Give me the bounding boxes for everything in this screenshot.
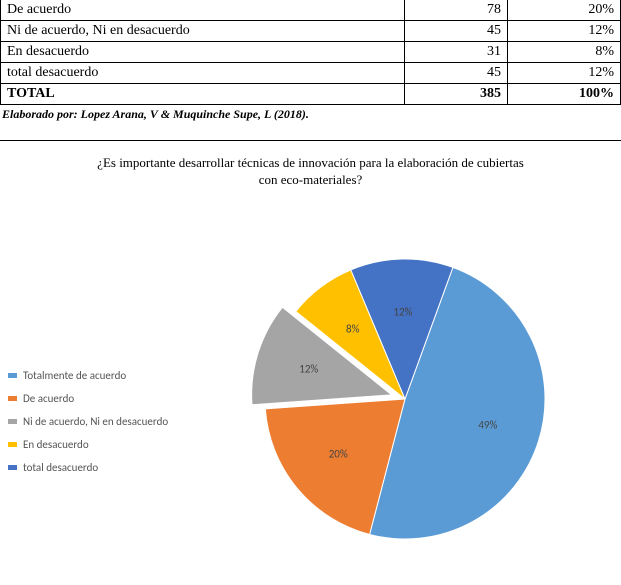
row-percent: 12% xyxy=(508,21,621,42)
chart-container: ¿Es importante desarrollar técnicas de i… xyxy=(0,140,621,585)
legend-label: Totalmente de acuerdo xyxy=(23,369,126,382)
row-percent: 12% xyxy=(508,63,621,84)
row-percent: 20% xyxy=(508,0,621,21)
row-value: 45 xyxy=(405,21,508,42)
table-row: En desacuerdo318% xyxy=(1,42,621,63)
slice-label: 12% xyxy=(299,362,318,375)
row-percent: 8% xyxy=(508,42,621,63)
legend-label: Ni de acuerdo, Ni en desacuerdo xyxy=(23,415,168,428)
row-value: 31 xyxy=(405,42,508,63)
pie-chart xyxy=(245,239,585,559)
legend-swatch xyxy=(8,419,17,424)
row-label: total desacuerdo xyxy=(1,63,405,84)
slice-label: 8% xyxy=(346,323,359,336)
slice-label: 49% xyxy=(478,418,497,431)
legend-item: En desacuerdo xyxy=(8,438,168,451)
row-value: 385 xyxy=(405,84,508,105)
legend-item: De acuerdo xyxy=(8,392,168,405)
chart-title: ¿Es importante desarrollar técnicas de i… xyxy=(93,155,528,189)
row-percent: 100% xyxy=(508,84,621,105)
legend-label: En desacuerdo xyxy=(23,438,89,451)
legend: Totalmente de acuerdo De acuerdo Ni de acu… xyxy=(8,369,168,484)
legend-label: total desacuerdo xyxy=(23,461,98,474)
table-row: total desacuerdo4512% xyxy=(1,63,621,84)
slice-label: 12% xyxy=(393,306,412,319)
legend-swatch xyxy=(8,373,17,378)
legend-swatch xyxy=(8,465,17,470)
table-row: TOTAL385100% xyxy=(1,84,621,105)
row-label: De acuerdo xyxy=(1,0,405,21)
credit-line: Elaborado por: Lopez Arana, V & Muquinch… xyxy=(2,107,621,122)
legend-label: De acuerdo xyxy=(23,392,74,405)
row-label: TOTAL xyxy=(1,84,405,105)
row-label: Ni de acuerdo, Ni en desacuerdo xyxy=(1,21,405,42)
table-row: Ni de acuerdo, Ni en desacuerdo4512% xyxy=(1,21,621,42)
table-row: De acuerdo7820% xyxy=(1,0,621,21)
legend-item: Totalmente de acuerdo xyxy=(8,369,168,382)
legend-swatch xyxy=(8,442,17,447)
row-label: En desacuerdo xyxy=(1,42,405,63)
legend-item: total desacuerdo xyxy=(8,461,168,474)
row-value: 45 xyxy=(405,63,508,84)
legend-item: Ni de acuerdo, Ni en desacuerdo xyxy=(8,415,168,428)
row-value: 78 xyxy=(405,0,508,21)
slice-label: 20% xyxy=(329,448,348,461)
data-table: De acuerdo7820%Ni de acuerdo, Ni en desa… xyxy=(0,0,621,105)
legend-swatch xyxy=(8,396,17,401)
chart-area: 49% 20% 12% 8% 12% Totalmente de acuerdo De a… xyxy=(0,199,621,559)
